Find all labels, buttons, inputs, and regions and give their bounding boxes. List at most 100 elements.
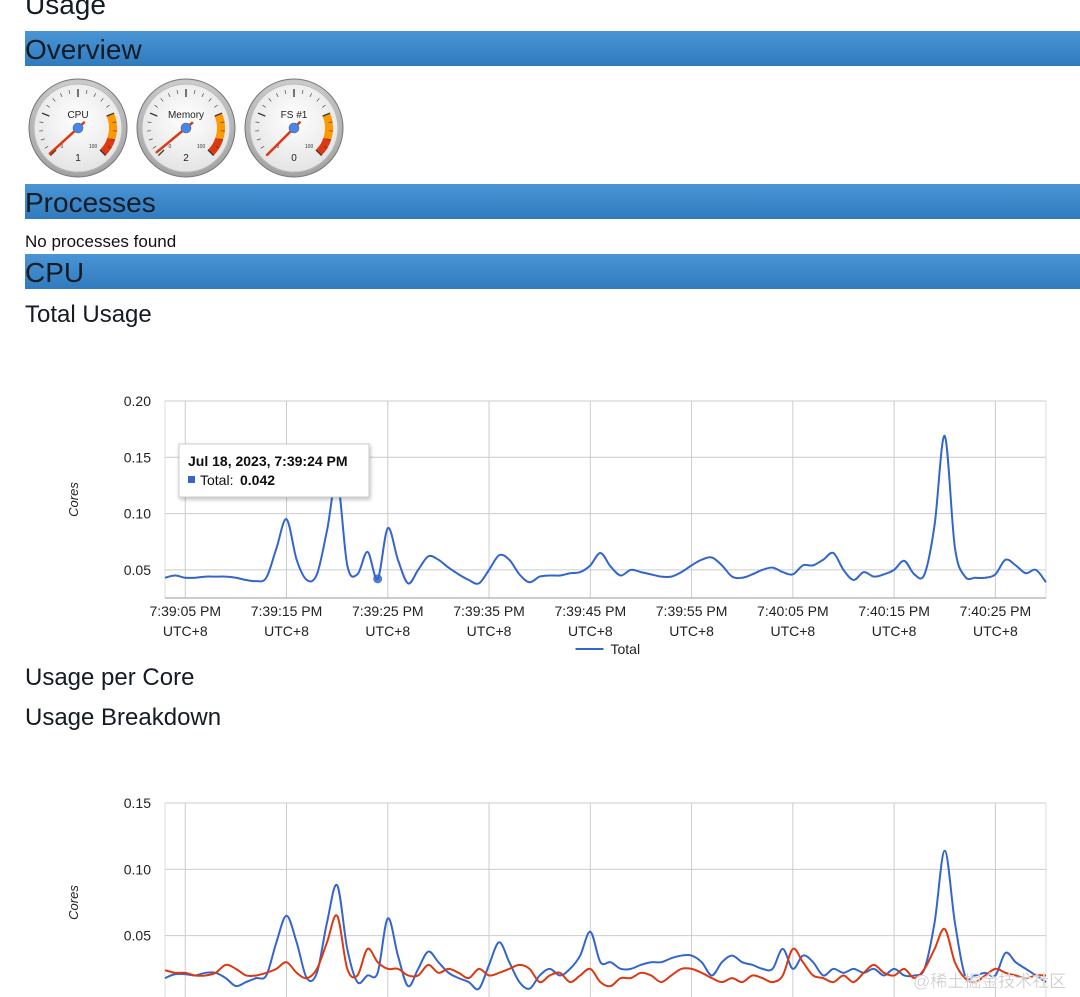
gauge-min: 0 [277, 144, 280, 150]
x-tick-timezone: UTC+8 [467, 623, 512, 639]
gauge-tick [207, 149, 215, 157]
legend-label: Total [611, 641, 641, 657]
x-tick-timezone: UTC+8 [568, 623, 613, 639]
gauge-tick [257, 112, 266, 117]
x-tick-label: 7:39:55 PM [656, 603, 728, 619]
gauge-max: 100 [197, 144, 206, 150]
gauge-tick [262, 104, 266, 108]
gauge-zone [106, 113, 117, 141]
highlight-point [373, 574, 383, 584]
gauge-label: Memory [168, 110, 204, 121]
gauge-tick [46, 104, 50, 108]
series-line [164, 914, 1047, 988]
gauge-tick [255, 121, 260, 123]
tooltip-label: Total: [200, 472, 233, 488]
x-tick-label: 7:40:25 PM [960, 603, 1032, 619]
gauge-tick [201, 93, 204, 97]
gauge-tick [85, 90, 88, 95]
gauge-tick [208, 98, 212, 102]
series-line [164, 434, 1047, 585]
gauge-tick [214, 104, 218, 108]
y-tick-label: 0.10 [124, 506, 151, 522]
tooltip-box [178, 443, 370, 498]
gauge-tick [284, 90, 287, 95]
gauge-tick [52, 98, 56, 102]
section-bar [25, 184, 1080, 219]
gauge-tick [323, 146, 328, 149]
y-tick-label: 0.05 [124, 562, 151, 578]
gauge-tick [268, 98, 272, 102]
gauge-hub [288, 122, 300, 134]
chart-title: Usage Breakdown [25, 704, 221, 731]
gauge-tick [256, 138, 261, 141]
gauge-tick [160, 98, 164, 102]
y-axis-title: Cores [66, 482, 81, 517]
y-tick-label: 0.10 [124, 861, 151, 877]
gauge-tick [327, 138, 332, 141]
series-line [164, 849, 1047, 991]
gauge-tick [100, 98, 104, 102]
watermark: @稀土掘金技术社区 [913, 972, 1066, 991]
section-heading: CPU [25, 257, 84, 288]
gauge-tick [60, 93, 63, 97]
gauge-value: 0 [291, 153, 297, 164]
gauge-min: 0 [61, 144, 64, 150]
x-tick-label: 7:40:05 PM [757, 603, 829, 619]
x-tick-label: 7:40:15 PM [858, 603, 930, 619]
gauge-tick [49, 149, 57, 157]
gauges: 0 100 CPU 1 0 100 Memory 2 0 100 FS #1 0 [28, 78, 344, 178]
y-tick-label: 0.00 [124, 994, 151, 997]
gauge-tick [107, 146, 112, 149]
x-tick-label: 7:39:25 PM [352, 603, 424, 619]
gauge-tick [147, 121, 152, 123]
x-tick-label: 7:39:05 PM [149, 603, 221, 619]
section-bar [25, 254, 1080, 289]
gauge-tick [106, 104, 110, 108]
gauge-value: 1 [75, 153, 81, 164]
message: No processes found [25, 232, 176, 251]
y-tick-label: 0.05 [124, 928, 151, 944]
tooltip-swatch [188, 476, 195, 483]
gauge-label: CPU [67, 110, 88, 121]
gauge-tick [68, 90, 71, 95]
gauge-tick [176, 90, 179, 95]
section-heading: Overview [25, 34, 142, 65]
gauge-tick [215, 146, 220, 149]
section-heading: Processes [25, 187, 156, 218]
gauge-value: 2 [183, 153, 189, 164]
gauge-tick [322, 104, 326, 108]
x-tick-timezone: UTC+8 [264, 623, 309, 639]
gauge-tick [220, 121, 225, 123]
y-tick-label: 0.15 [124, 795, 151, 811]
gauge-hub [180, 122, 192, 134]
gauge-tick [40, 138, 45, 141]
gauge-tick [99, 149, 107, 157]
gauge-hub [72, 122, 84, 134]
y-tick-label: 0.15 [124, 449, 151, 465]
gauge-tick [41, 112, 50, 117]
y-axis-title: Cores [66, 885, 81, 920]
gauge-tick [316, 98, 320, 102]
gauge-tick [111, 138, 116, 141]
gauge-tick [106, 112, 115, 117]
gauge-tick [315, 149, 323, 157]
x-tick-label: 7:39:15 PM [251, 603, 323, 619]
gauge-min: 0 [169, 144, 172, 150]
chart-title: Total Usage [25, 301, 152, 328]
gauge-tick [193, 90, 196, 95]
gauge-tick [214, 112, 223, 117]
page-title: Usage [25, 0, 106, 20]
gauge-zone [214, 113, 225, 141]
charts: 0.05 0.10 0.15 0.20 7:39:05 PM UTC+8 7:39:15 P… [66, 393, 1047, 997]
gauge-tick [219, 138, 224, 141]
gauge-tick [44, 146, 49, 149]
tooltip-title: Jul 18, 2023, 7:39:24 PM [188, 453, 348, 469]
x-tick-timezone: UTC+8 [973, 623, 1018, 639]
gauge-tick [260, 146, 265, 149]
tooltip-value: 0.042 [240, 472, 275, 488]
gauge-tick [152, 146, 157, 149]
gauge-max: 100 [305, 144, 314, 150]
y-tick-label: 0.20 [124, 393, 151, 409]
